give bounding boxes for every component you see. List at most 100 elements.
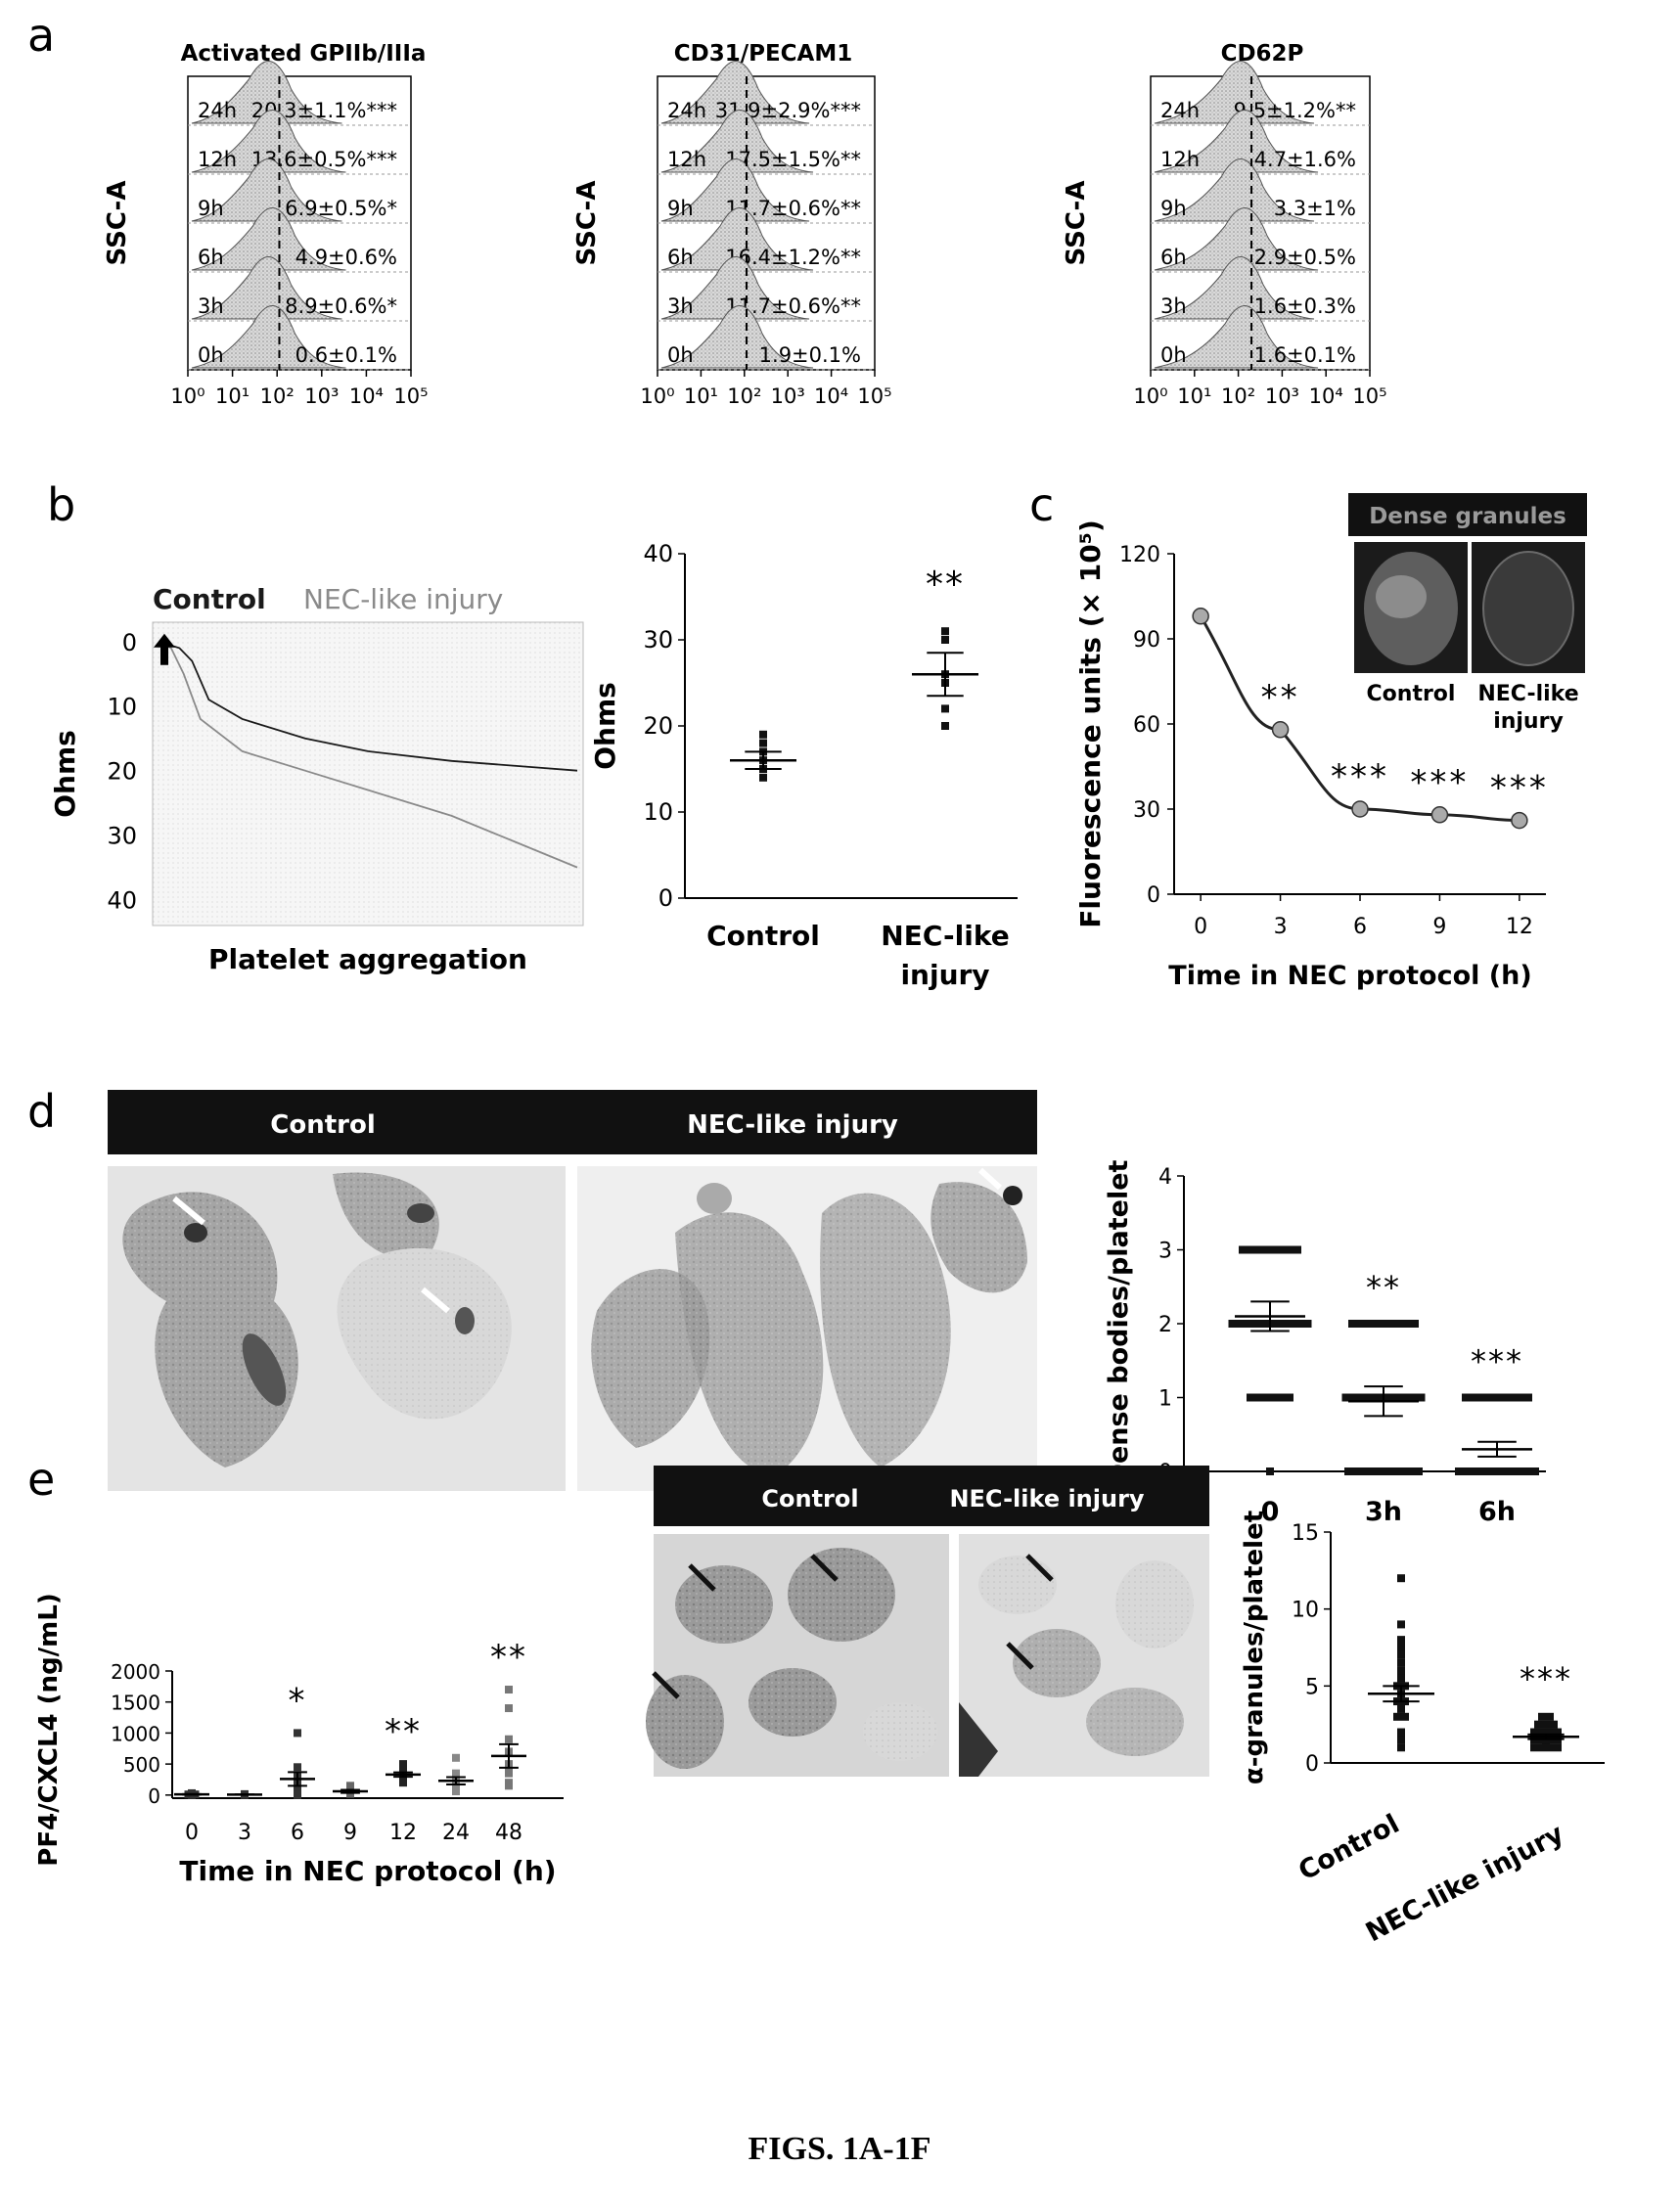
histogram-row-curve <box>1154 110 1319 173</box>
data-point <box>1395 1320 1403 1328</box>
micrograph-header-control: Control <box>270 1110 375 1140</box>
histogram-row-curve <box>191 110 346 173</box>
data-point <box>1509 1393 1517 1402</box>
y-tick-label: 2000 <box>111 1660 160 1684</box>
data-point <box>1262 1393 1270 1402</box>
x-tick-label: 10³ <box>771 384 805 408</box>
data-point <box>1397 1650 1405 1659</box>
y-axis-label: Ohms <box>49 730 81 818</box>
row-time-label: 24h <box>1160 99 1200 122</box>
panel-letter-a: a <box>27 9 55 62</box>
row-time-label: 12h <box>198 148 237 171</box>
inset-nec-platelet <box>1482 551 1574 666</box>
x-tick-label: 10¹ <box>684 384 718 408</box>
data-point <box>1455 1467 1463 1475</box>
data-point <box>1242 1320 1250 1328</box>
significance-marker: *** <box>1471 1343 1523 1380</box>
significance-marker: *** <box>1520 1660 1572 1697</box>
data-point <box>1270 1393 1278 1402</box>
data-point <box>1351 800 1369 818</box>
data-point <box>1290 1320 1298 1328</box>
histogram-title: Activated GPIIb/IIIa <box>181 41 427 67</box>
x-tick-label: 10³ <box>304 384 339 408</box>
data-point <box>1534 1720 1542 1729</box>
x-tick-label: 12 <box>389 1821 417 1845</box>
data-point <box>1269 1320 1278 1328</box>
x-tick-label: 9 <box>343 1821 357 1845</box>
micrograph-header-nec: NEC-like injury <box>687 1110 898 1140</box>
data-point <box>1393 1712 1401 1721</box>
data-point <box>1511 811 1528 830</box>
x-category-label: 6h <box>1478 1497 1516 1527</box>
data-point <box>1293 1245 1301 1254</box>
row-time-label: 24h <box>667 99 706 122</box>
data-point <box>1254 1393 1262 1402</box>
data-point <box>1286 1393 1293 1402</box>
histogram-row-curve <box>191 256 342 320</box>
x-tick-label: 6 <box>1353 915 1367 939</box>
data-point <box>1344 1467 1352 1475</box>
data-point <box>1397 1574 1405 1583</box>
histogram-row-curve <box>1154 207 1319 271</box>
data-point <box>1485 1393 1493 1402</box>
data-point <box>1368 1467 1376 1475</box>
data-point <box>1501 1393 1509 1402</box>
data-point <box>1266 1467 1274 1475</box>
y-tick-label: 20 <box>107 758 137 786</box>
y-tick-label: 1500 <box>111 1692 160 1715</box>
data-point <box>1473 1467 1480 1475</box>
micrograph-control-image <box>646 1534 949 1777</box>
y-axis-label: SSC-A <box>1062 181 1091 266</box>
data-point <box>1376 1467 1384 1475</box>
significance-marker: *** <box>1490 769 1549 808</box>
data-point <box>1348 1393 1357 1402</box>
x-tick-label: 3 <box>1274 915 1288 939</box>
data-point <box>1531 1467 1539 1475</box>
y-axis-label: Ohms <box>589 682 621 770</box>
data-point <box>1397 1658 1405 1667</box>
panel-letter-e: e <box>27 1453 55 1506</box>
data-point <box>1530 1728 1538 1737</box>
data-point <box>1470 1393 1477 1402</box>
data-point <box>1542 1720 1550 1729</box>
y-tick-label: 40 <box>643 540 673 567</box>
y-tick-label: 5 <box>1305 1675 1319 1699</box>
y-tick-label: 15 <box>1292 1521 1319 1546</box>
y-axis-label: PF4/CXCL4 (ng/mL) <box>34 1593 64 1866</box>
row-percent-label: 8.9±0.6%* <box>285 294 397 318</box>
x-tick-label: 10⁵ <box>393 384 428 408</box>
histogram-row-curve <box>191 305 346 369</box>
row-percent-label: 1.6±0.3% <box>1254 294 1356 318</box>
em-micrograph-panel-d: Control NEC-like injury <box>108 1090 1037 1491</box>
significance-marker: *** <box>1410 763 1469 802</box>
x-tick-label: 9 <box>1432 915 1446 939</box>
trace-line <box>158 640 578 772</box>
data-point <box>1341 1393 1350 1402</box>
y-axis-label: Fluorescence units (× 10⁵) <box>1074 519 1107 928</box>
x-tick-label: 10¹ <box>1177 384 1211 408</box>
data-point <box>1502 1467 1510 1475</box>
micrograph-header-control: Control <box>761 1485 858 1512</box>
data-point <box>1352 1467 1360 1475</box>
data-point <box>1396 1393 1405 1402</box>
data-point <box>1397 1736 1405 1744</box>
x-tick-label: 10¹ <box>215 384 250 408</box>
x-axis-label: Platelet aggregation <box>208 943 527 975</box>
data-point <box>1296 1320 1305 1328</box>
data-point <box>1276 1320 1285 1328</box>
y-tick-label: 2 <box>1158 1313 1172 1337</box>
y-tick-label: 1000 <box>111 1722 160 1745</box>
data-point <box>1417 1393 1426 1402</box>
trace-frame <box>152 621 584 926</box>
row-time-label: 24h <box>198 99 237 122</box>
significance-marker: ** <box>1261 678 1300 717</box>
data-point <box>1538 1728 1546 1737</box>
data-point <box>1403 1393 1412 1402</box>
row-percent-label: 4.9±0.6% <box>295 246 397 269</box>
significance-marker: ** <box>1366 1269 1401 1306</box>
data-point <box>941 704 949 713</box>
y-tick-label: 40 <box>107 887 137 915</box>
data-point <box>505 1735 513 1743</box>
row-time-label: 9h <box>1160 197 1187 220</box>
